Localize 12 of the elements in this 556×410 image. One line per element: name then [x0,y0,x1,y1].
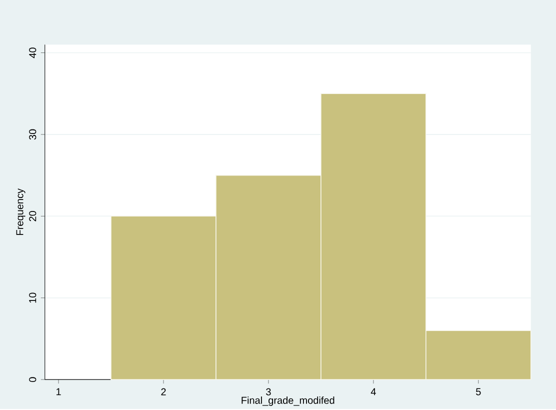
y-tick-label: 0 [29,377,36,382]
x-tick-label: 1 [56,388,61,396]
y-tick-label: 30 [29,129,36,140]
x-tick-label: 3 [266,388,271,396]
x-axis-title: Final_grade_modifed [242,396,334,406]
y-tick-label: 40 [29,47,36,58]
x-tick-label: 4 [370,388,376,396]
y-axis-title: Frequency [16,188,26,235]
y-tick-label: 10 [29,292,36,303]
x-tick-label: 2 [161,388,166,396]
y-tick-label: 20 [29,210,36,222]
x-tick-label: 5 [476,388,481,396]
